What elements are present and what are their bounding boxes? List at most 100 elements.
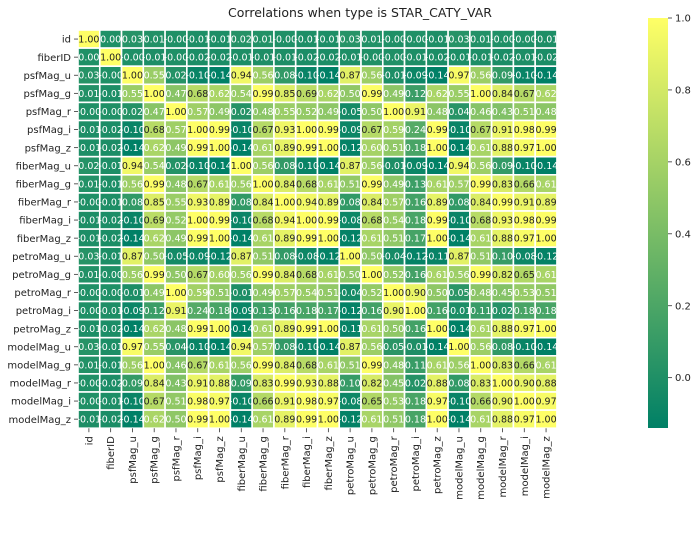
cell-value-label: -0.01 (98, 179, 123, 190)
row-label: psfMag_i (27, 125, 71, 136)
cell-value-label: 0.83 (252, 378, 273, 389)
row-label: psfMag_g (23, 89, 71, 100)
cell-value-label: -0.01 (98, 306, 123, 317)
cell-value-label: 0.08 (274, 71, 295, 82)
row-label: fiberID (37, 53, 71, 64)
cell-value-label: 0.97 (122, 342, 143, 353)
cell-value-label: 0.05 (448, 288, 469, 299)
cell-value-label: 1.00 (296, 125, 317, 136)
cell-value-label: 0.91 (514, 197, 535, 208)
cell-value-label: 0.16 (405, 324, 426, 335)
cell-value-label: 0.09 (231, 378, 252, 389)
cell-value-label: 1.00 (427, 324, 448, 335)
row-label: fiberMag_z (17, 234, 71, 245)
cell-value-label: 0.61 (470, 324, 491, 335)
cell-value-label: 1.00 (144, 89, 165, 100)
cell-value-label: 0.01 (144, 34, 165, 45)
cell-value-label: -0.12 (534, 252, 559, 263)
cell-value-label: 1.00 (187, 215, 208, 226)
cell-value-label: 0.02 (165, 161, 186, 172)
column-label: psfMag_u (128, 436, 139, 484)
column-label: id (84, 436, 95, 445)
cell-value-label: 0.01 (78, 360, 99, 371)
cell-value-label: -0.14 (120, 143, 145, 154)
cell-value-label: 0.16 (405, 270, 426, 281)
cell-value-label: 0.16 (427, 306, 448, 317)
row-labels: id fiberID psfMag_u psfMag_g psfMag_r psfMag_… (7, 35, 78, 426)
cell-value-label: 0.50 (340, 89, 361, 100)
cell-value-label: -0.12 (338, 306, 363, 317)
cell-value-label: 0.50 (383, 324, 404, 335)
cell-value-label: 0.87 (122, 252, 143, 263)
cell-value-label: 0.83 (492, 179, 513, 190)
cell-value-label: 0.11 (470, 306, 491, 317)
cell-value-label: -0.02 (98, 234, 123, 245)
cell-value-label: -0.08 (294, 252, 319, 263)
cell-value-label: -0.12 (338, 234, 363, 245)
cell-value-label: -0.10 (512, 71, 537, 82)
column-label: psfMag_i (193, 436, 204, 480)
cell-value-label: 0.49 (165, 234, 186, 245)
cell-value-label: -0.02 (98, 324, 123, 335)
cell-value-label: 0.05 (383, 342, 404, 353)
cell-value-label: 0.54 (231, 89, 252, 100)
row-label: modelMag_r (10, 379, 72, 390)
cell-value-label: -0.10 (294, 161, 319, 172)
cell-value-label: -0.02 (98, 125, 123, 136)
cell-value-label: 0.62 (535, 89, 556, 100)
cell-value-label: 0.61 (427, 360, 448, 371)
cell-value-label: -0.10 (294, 71, 319, 82)
cell-value-label: 0.60 (209, 270, 230, 281)
cell-value-label: 0.56 (470, 71, 491, 82)
row-label: psfMag_z (25, 143, 71, 154)
cell-value-label: -0.14 (425, 71, 450, 82)
cell-value-label: 0.97 (448, 71, 469, 82)
row-label: modelMag_z (9, 415, 72, 426)
cell-value-label: 0.18 (405, 415, 426, 426)
cell-value-label: -0.10 (447, 215, 472, 226)
cell-value-label: 0.48 (470, 288, 491, 299)
cell-value-label: 0.67 (144, 396, 165, 407)
cell-value-label: 0.56 (361, 342, 382, 353)
cell-value-label: 0.98 (187, 396, 208, 407)
cell-value-label: 0.85 (274, 89, 295, 100)
cell-value-label: -0.14 (425, 342, 450, 353)
cell-value-label: 0.18 (405, 396, 426, 407)
cell-value-label: -0.14 (447, 324, 472, 335)
cell-value-label: 0.82 (492, 270, 513, 281)
cell-value-label: 1.00 (383, 107, 404, 118)
cell-value-label: 0.49 (209, 107, 230, 118)
cell-value-label: 0.48 (165, 179, 186, 190)
cell-value-label: 0.52 (383, 270, 404, 281)
cell-value-label: 1.00 (340, 252, 361, 263)
cell-value-label: 0.99 (209, 215, 230, 226)
cell-value-label: 0.08 (231, 197, 252, 208)
cell-value-label: 0.56 (470, 342, 491, 353)
cell-value-label: 0.69 (296, 89, 317, 100)
cell-value-label: 0.67 (187, 360, 208, 371)
cell-value-label: -0.01 (273, 53, 298, 64)
cell-value-label: 1.00 (427, 234, 448, 245)
cell-value-label: 0.90 (405, 288, 426, 299)
cell-value-label: -0.00 (381, 53, 406, 64)
cell-value-label: 0.88 (427, 378, 448, 389)
cell-value-label: 0.68 (187, 89, 208, 100)
cell-value-label: 0.55 (122, 89, 143, 100)
cell-value-label: 0.56 (231, 270, 252, 281)
cell-value-label: 0.12 (144, 306, 165, 317)
cell-value-label: 0.99 (318, 125, 339, 136)
cell-value-label: 0.97 (514, 415, 535, 426)
cell-value-label: -0.14 (447, 234, 472, 245)
cell-value-label: -0.14 (120, 234, 145, 245)
cell-value-label: 0.93 (296, 378, 317, 389)
cell-value-label: 0.68 (296, 360, 317, 371)
cell-value-label: -0.01 (229, 288, 254, 299)
colorbar-gradient (648, 18, 668, 428)
cell-value-label: -0.09 (229, 306, 254, 317)
cell-value-label: 0.50 (144, 252, 165, 263)
cell-value-label: 0.99 (492, 197, 513, 208)
cell-value-label: 0.94 (231, 342, 252, 353)
column-label: petroMag_g (367, 436, 378, 495)
cell-value-label: -0.14 (229, 415, 254, 426)
cell-value-label: -0.00 (77, 306, 102, 317)
